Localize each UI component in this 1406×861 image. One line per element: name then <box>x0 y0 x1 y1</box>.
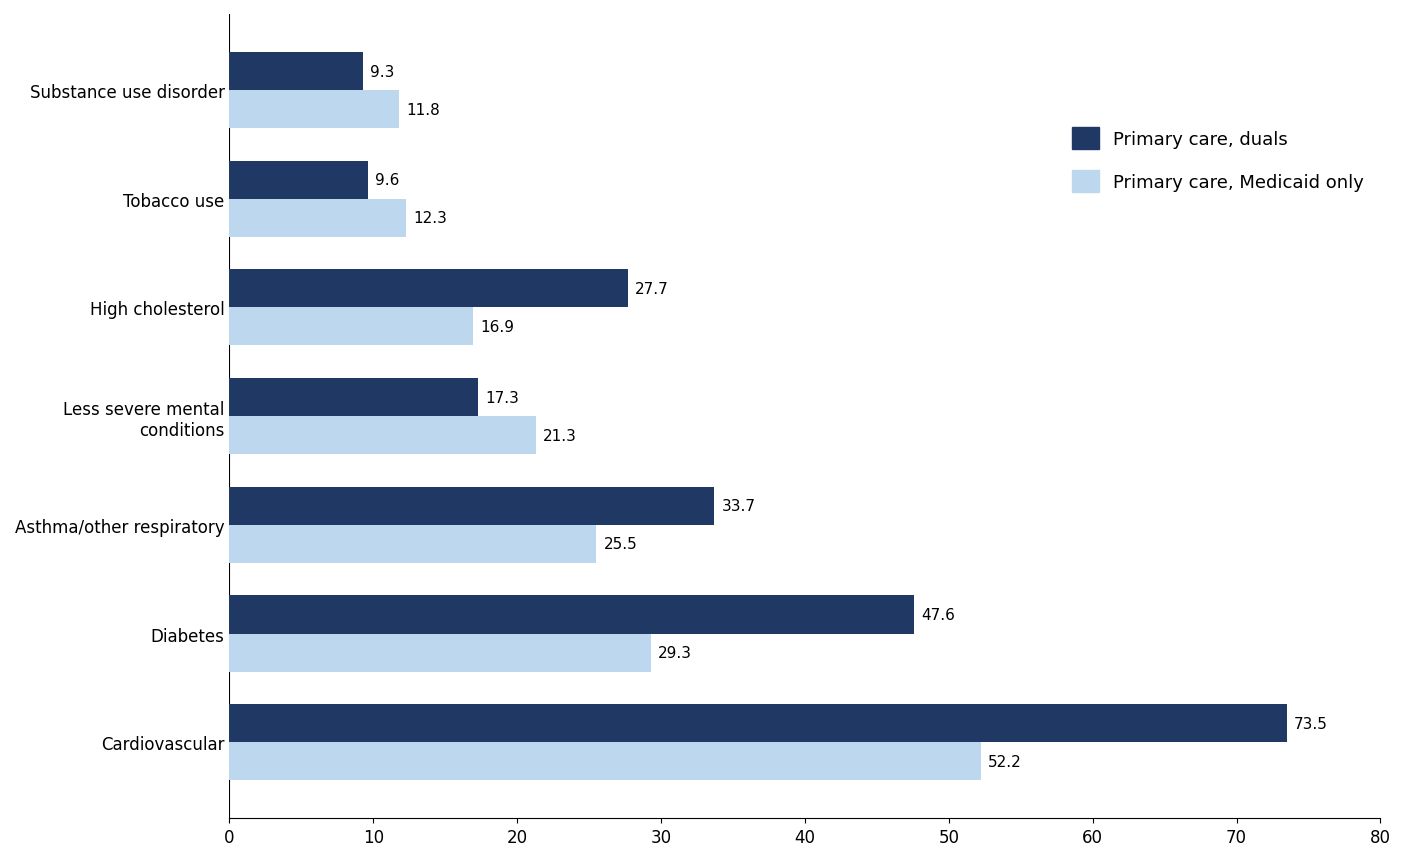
Text: 16.9: 16.9 <box>479 319 513 335</box>
Text: 33.7: 33.7 <box>721 499 755 514</box>
Bar <box>229 704 1286 742</box>
Text: 52.2: 52.2 <box>988 754 1022 769</box>
Text: 29.3: 29.3 <box>658 645 692 660</box>
Bar <box>229 270 628 308</box>
Text: 9.6: 9.6 <box>375 173 399 188</box>
Bar <box>229 596 914 634</box>
Bar <box>229 742 980 780</box>
Text: 17.3: 17.3 <box>485 390 519 406</box>
Bar <box>229 91 399 129</box>
Text: 47.6: 47.6 <box>921 607 956 623</box>
Text: 73.5: 73.5 <box>1294 715 1329 731</box>
Text: 11.8: 11.8 <box>406 102 440 117</box>
Bar <box>229 379 478 417</box>
Bar <box>229 525 596 563</box>
Text: 9.3: 9.3 <box>371 65 395 79</box>
Text: 25.5: 25.5 <box>603 536 637 552</box>
Bar <box>229 487 714 525</box>
Bar <box>229 162 367 200</box>
Bar <box>229 308 472 346</box>
Legend: Primary care, duals, Primary care, Medicaid only: Primary care, duals, Primary care, Medic… <box>1064 121 1371 201</box>
Bar <box>229 417 536 455</box>
Bar <box>229 53 363 91</box>
Text: 21.3: 21.3 <box>543 428 576 443</box>
Text: 12.3: 12.3 <box>413 211 447 226</box>
Bar <box>229 634 651 672</box>
Bar <box>229 200 406 238</box>
Text: 27.7: 27.7 <box>636 282 669 296</box>
